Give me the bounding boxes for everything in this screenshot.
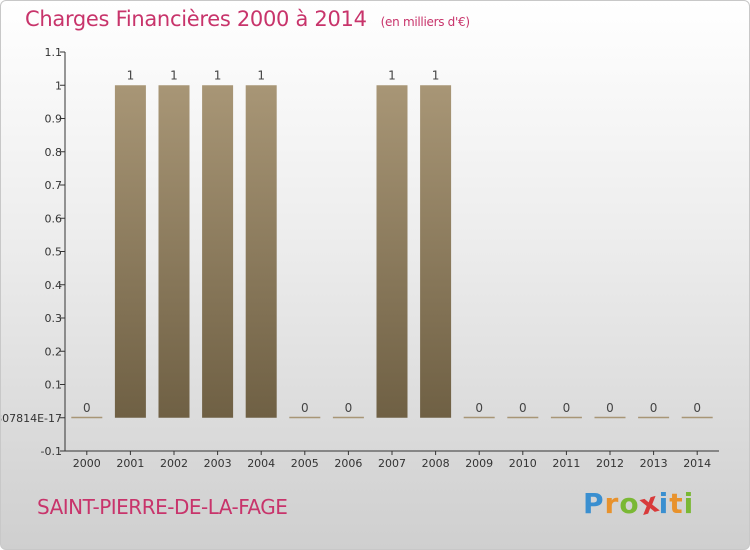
data-label: 1 (170, 68, 178, 82)
data-label: 1 (214, 68, 222, 82)
data-label: 0 (83, 401, 91, 415)
x-tick-label: 2013 (640, 457, 668, 470)
bars (71, 85, 713, 419)
logo-letter: P (583, 487, 605, 520)
data-label: 0 (606, 401, 614, 415)
data-label: 0 (519, 401, 527, 415)
data-label: 1 (432, 68, 440, 82)
y-tick-label: 0.8 (45, 146, 63, 159)
data-label: 0 (301, 401, 309, 415)
y-tick-label: 0.6 (45, 212, 63, 225)
logo-letter: r (604, 487, 620, 520)
data-label: 0 (650, 401, 658, 415)
bar (463, 416, 495, 419)
x-tick-label: 2007 (378, 457, 406, 470)
bar (550, 416, 582, 419)
bar (114, 85, 146, 418)
x-tick-label: 2011 (552, 457, 580, 470)
y-tick-label: 1.1 (45, 46, 63, 59)
x-tick-label: 2010 (509, 457, 537, 470)
y-tick-label: 1 (55, 79, 62, 92)
data-label: 1 (127, 68, 135, 82)
bar (289, 416, 321, 419)
x-tick-label: 2008 (422, 457, 450, 470)
x-tick-label: 2003 (204, 457, 232, 470)
bar (681, 416, 713, 419)
y-tick-label: 0.4 (45, 279, 63, 292)
x-tick-label: 2012 (596, 457, 624, 470)
y-tick-label: 0.7 (45, 179, 63, 192)
y-tick-labels: 1.1 1 0.9 0.8 0.7 0.6 0.5 0.4 0.3 0.2 0.1 -1.387778… (1, 46, 62, 458)
data-label: 0 (475, 401, 483, 415)
x-tick-label: 2000 (73, 457, 101, 470)
data-label: 0 (563, 401, 571, 415)
data-labels: 0 1 1 1 1 0 0 1 1 0 0 0 0 0 0 (83, 68, 701, 415)
x-tick-label: 2001 (116, 457, 144, 470)
x-tick-label: 2014 (683, 457, 711, 470)
bar (638, 416, 670, 419)
axes (60, 51, 719, 455)
x-tick-label: 2004 (247, 457, 275, 470)
x-tick-label: 2006 (334, 457, 362, 470)
logo-letter: t (669, 487, 684, 520)
data-label: 1 (388, 68, 396, 82)
chart-subtitle: (en milliers d'€) (380, 15, 470, 29)
x-tick-label: 2005 (291, 457, 319, 470)
bar (332, 416, 364, 419)
y-tick-label: 0.3 (45, 312, 63, 325)
bar (158, 85, 190, 418)
town-name: SAINT-PIERRE-DE-LA-FAGE (37, 495, 288, 519)
logo-letter: i (658, 487, 670, 520)
data-label: 0 (693, 401, 701, 415)
bar (507, 416, 539, 419)
bar (420, 85, 452, 418)
bar (202, 85, 234, 418)
x-tick-label: 2009 (465, 457, 493, 470)
y-tick-label: 0.5 (45, 246, 63, 259)
x-tick-label: 2002 (160, 457, 188, 470)
y-tick-label: 0.1 (45, 379, 63, 392)
chart-title: Charges Financières 2000 à 2014 (25, 7, 367, 31)
bar (594, 416, 626, 419)
y-tick-label: -1.3877787807814E-17 (1, 412, 62, 425)
proxiti-logo: Proxiti (583, 485, 695, 522)
x-tick-labels: 2000 2001 2002 2003 2004 2005 2006 2007 2008 2009… (73, 457, 711, 470)
bar (71, 416, 103, 419)
bar (245, 85, 277, 418)
logo-letter: o (619, 487, 640, 520)
data-label: 0 (345, 401, 353, 415)
y-tick-label: -0.1 (41, 445, 62, 458)
logo-letter: i (683, 487, 695, 520)
y-tick-label: 0.2 (45, 345, 63, 358)
y-tick-label: 0.9 (45, 113, 63, 126)
chart-title-row: Charges Financières 2000 à 2014 (en milli… (25, 7, 470, 31)
bar (376, 85, 408, 418)
data-label: 1 (257, 68, 265, 82)
